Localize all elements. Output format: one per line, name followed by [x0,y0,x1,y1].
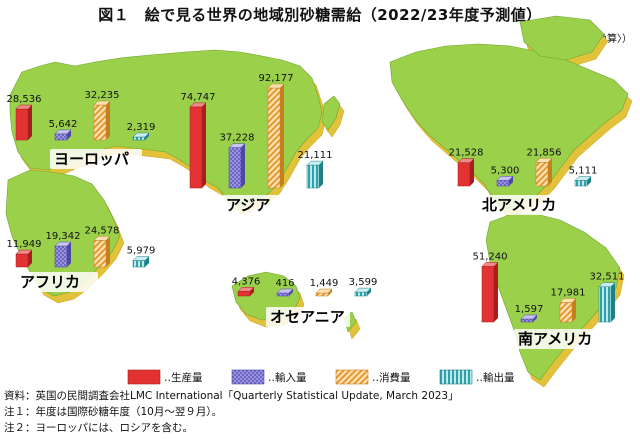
bar [15,249,33,268]
region-label-bg [50,149,142,169]
value-label: 5,642 [49,119,78,130]
bar [228,143,246,189]
legend-item: ‥生産量 [127,369,203,385]
bar [93,100,111,141]
value-label: 51,240 [473,251,508,262]
bar [559,298,577,323]
region-label-bg [222,195,280,215]
note-1: 注１：年度は国際砂糖年度（10月～翌９月）。 [4,406,223,418]
region-label-bg [16,272,98,292]
page-title: 図１ 絵で見る世界の地域別砂糖需給（2022/23年度予測値） [98,6,542,24]
value-label: 21,111 [298,150,333,161]
value-label: 3,599 [349,277,378,288]
region-group: 21,528 5,300 21,856 5,111 北アメリカ [449,147,598,215]
value-label: 11,949 [7,239,42,250]
note-2: 注２：ヨーロッパには、ロシアを含む。 [4,422,193,434]
legend-item: ‥消費量 [335,369,411,385]
value-label: 5,300 [491,165,520,176]
legend-label: ‥消費量 [372,371,411,384]
bar [315,288,333,297]
bar [535,158,553,187]
region-label: 北アメリカ [482,196,556,214]
map-greenland [519,15,605,61]
region-group: 11,949 19,342 24,578 5,979 アフリカ [7,225,156,292]
value-label: 416 [275,278,294,289]
value-label: 24,578 [85,225,120,236]
bar [189,102,207,189]
legend-label: ‥生産量 [164,371,203,384]
legend-label: ‥輸出量 [476,371,515,384]
bar [598,282,616,323]
region-group: 51,240 1,597 17,981 32,511 南アメリカ [473,251,625,349]
bar [267,83,285,189]
legend-item: ‥輸入量 [231,369,307,385]
bar [481,262,499,323]
bar [457,158,475,187]
note-source: 資料：英国の民間調査会社LMC International「Quarterly … [4,390,459,402]
region-label-bg [266,307,350,327]
bar [54,129,72,141]
legend-swatch [335,369,369,385]
bar [54,241,72,268]
value-label: 5,979 [127,246,156,257]
map-northamerica [389,43,629,213]
bar [15,104,33,141]
legend-swatch [439,369,473,385]
region-label: 南アメリカ [518,330,592,348]
legend: ‥生産量 ‥輸入量 ‥消費量 ‥輸出量 [127,369,515,385]
value-label: 28,536 [7,94,42,105]
region-label: ヨーロッパ [54,150,129,168]
bar [132,132,150,141]
region-label: オセアニア [270,308,345,326]
value-label: 21,528 [449,148,484,159]
bar [306,160,324,189]
bar [93,236,111,268]
value-label: 32,235 [85,90,120,101]
bar [354,287,372,297]
legend-item: ‥輸出量 [439,369,515,385]
legend-swatch [127,369,161,385]
value-label: 2,319 [127,122,156,133]
value-label: 37,228 [220,133,255,144]
bar [496,176,514,187]
value-label: 4,376 [232,276,261,287]
value-label: 32,511 [590,272,625,283]
bar [276,288,294,297]
region-label: アジア [226,196,270,214]
bar [574,176,592,187]
bar [237,287,255,297]
legend-swatch [231,369,265,385]
region-group: 74,747 37,228 92,177 21,111 アジア [181,73,333,215]
value-label: 19,342 [46,231,81,242]
value-label: 1,597 [515,304,544,315]
region-label-bg [478,195,564,215]
value-label: 74,747 [181,92,216,103]
region-group: 4,376 416 1,449 3,599 オセアニア [232,276,378,327]
value-label: 92,177 [259,73,294,84]
map-japan [321,95,341,131]
value-label: 21,856 [527,147,562,158]
region-label-bg [514,329,606,349]
bar [520,314,538,323]
bar [132,256,150,268]
region-label: アフリカ [20,273,80,291]
world-map [5,15,633,388]
legend-label: ‥輸入量 [268,371,307,384]
bars-layer: 28,536 5,642 32,235 2,319 ヨーロッパ 74,747 37,228 9… [7,73,625,349]
value-label: 1,449 [310,278,339,289]
region-group: 28,536 5,642 32,235 2,319 ヨーロッパ [7,90,156,169]
value-label: 17,981 [551,287,586,298]
value-label: 5,111 [569,165,598,176]
